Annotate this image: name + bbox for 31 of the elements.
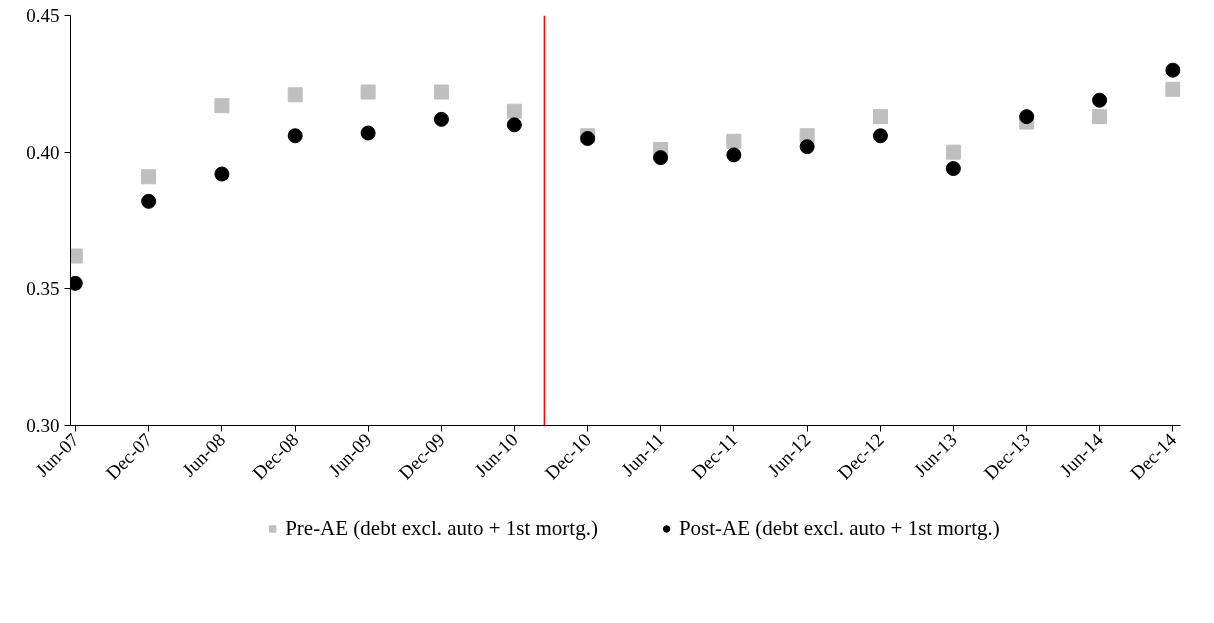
point xyxy=(287,87,303,103)
point xyxy=(214,166,230,182)
point xyxy=(506,117,522,133)
point xyxy=(287,128,303,144)
point xyxy=(872,128,888,144)
point xyxy=(726,133,742,149)
legend-label: Post-AE (debt excl. auto + 1st mortg.) xyxy=(678,515,1000,541)
y-tick-label: 0.30 xyxy=(26,415,60,436)
point xyxy=(945,161,961,177)
legend-label: Pre-AE (debt excl. auto + 1st mortg.) xyxy=(285,515,598,541)
point xyxy=(141,169,157,185)
point xyxy=(1092,92,1108,108)
point xyxy=(726,147,742,163)
point xyxy=(360,84,376,100)
point xyxy=(433,84,449,100)
point xyxy=(653,150,669,166)
point xyxy=(214,98,230,114)
point xyxy=(360,125,376,141)
point xyxy=(1165,81,1181,97)
point xyxy=(872,109,888,125)
point xyxy=(945,144,961,160)
point xyxy=(1092,109,1108,125)
y-tick-label: 0.45 xyxy=(26,5,60,26)
point xyxy=(506,103,522,119)
y-tick-label: 0.35 xyxy=(26,278,60,300)
point xyxy=(141,193,157,209)
y-tick-label: 0.40 xyxy=(26,141,60,163)
point xyxy=(1165,62,1181,78)
point xyxy=(799,139,815,155)
point xyxy=(1019,109,1035,125)
point xyxy=(433,111,449,127)
